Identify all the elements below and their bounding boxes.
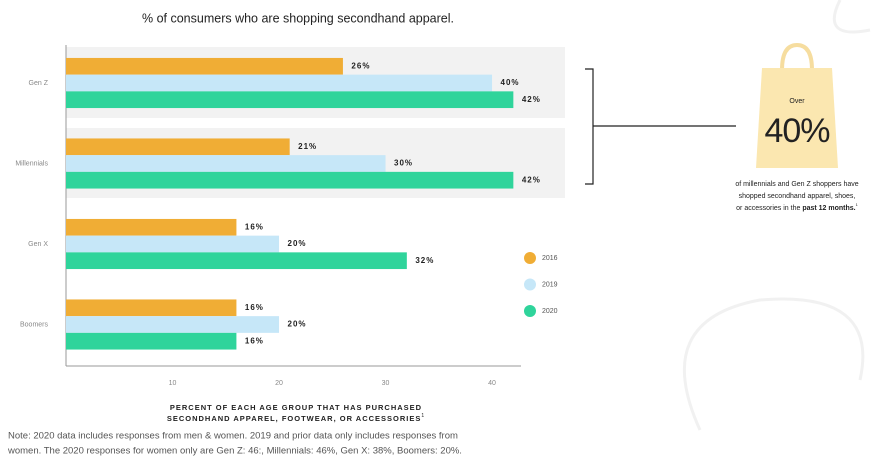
superscript: 1 [421, 413, 425, 419]
legend-label: 2020 [542, 308, 558, 315]
bar [66, 91, 514, 109]
category-label: Gen X [28, 241, 48, 248]
x-tick-label: 40 [488, 380, 496, 387]
decoration [682, 297, 865, 431]
bar [66, 235, 280, 253]
x-tick-label: 30 [382, 380, 390, 387]
bar [66, 74, 493, 92]
bag-handle [780, 42, 814, 71]
superscript: 1 [856, 202, 859, 207]
x-axis-label: SECONDHAND APPAREL, FOOTWEAR, OR ACCESSO… [167, 413, 425, 423]
value-label: 20% [288, 320, 307, 329]
bar [66, 252, 407, 270]
legend-swatch [524, 252, 536, 264]
note: women. The 2020 responses for women only… [7, 446, 462, 457]
value-label: 16% [245, 336, 264, 345]
bracket [585, 68, 736, 185]
bag-icon [756, 42, 838, 168]
bar [66, 171, 514, 189]
bag-body [756, 68, 838, 168]
bracket-line [585, 68, 594, 185]
x-axis-label: PERCENT OF EACH AGE GROUP THAT HAS PURCH… [170, 403, 422, 412]
legend-label: 2016 [542, 255, 558, 262]
value-label: 42% [522, 175, 541, 184]
legend-label: 2019 [542, 281, 558, 288]
value-label: 20% [288, 239, 307, 248]
category-label: Gen Z [29, 80, 49, 87]
bar [66, 155, 386, 172]
bar [66, 218, 237, 236]
callout-text: or accessories in the [736, 205, 800, 212]
callout-text: shopped secondhand apparel, shoes, [739, 193, 856, 200]
bar [66, 138, 290, 156]
value-label: 16% [245, 222, 264, 231]
value-label: 42% [522, 95, 541, 104]
bar [66, 299, 237, 317]
callout-bold: past 12 months. [802, 205, 855, 212]
note: Note: 2020 data includes responses from … [8, 431, 458, 442]
legend-swatch [524, 305, 536, 317]
callout-text: or accessories in the past 12 months.1 [736, 202, 858, 212]
value-label: 21% [298, 142, 317, 151]
decoration [832, 0, 871, 34]
value-label: 16% [245, 303, 264, 312]
category-label: Boomers [20, 321, 49, 328]
x-axis-label: SECONDHAND APPAREL, FOOTWEAR, OR ACCESSO… [167, 414, 422, 423]
callout-value: 40% [764, 112, 830, 150]
category-label: Millennials [15, 160, 48, 167]
value-label: 40% [501, 78, 520, 87]
value-label: 30% [394, 159, 413, 168]
callout-prefix: Over [789, 98, 805, 105]
bar [66, 332, 237, 350]
x-tick-label: 20 [275, 380, 283, 387]
legend-swatch [524, 278, 536, 291]
bar [66, 57, 343, 75]
callout-text: of millennials and Gen Z shoppers have [735, 181, 858, 188]
x-tick-label: 10 [169, 380, 177, 387]
value-label: 32% [415, 256, 434, 265]
bar [66, 316, 280, 333]
chart-title: % of consumers who are shopping secondha… [142, 11, 454, 25]
value-label: 26% [351, 61, 370, 70]
